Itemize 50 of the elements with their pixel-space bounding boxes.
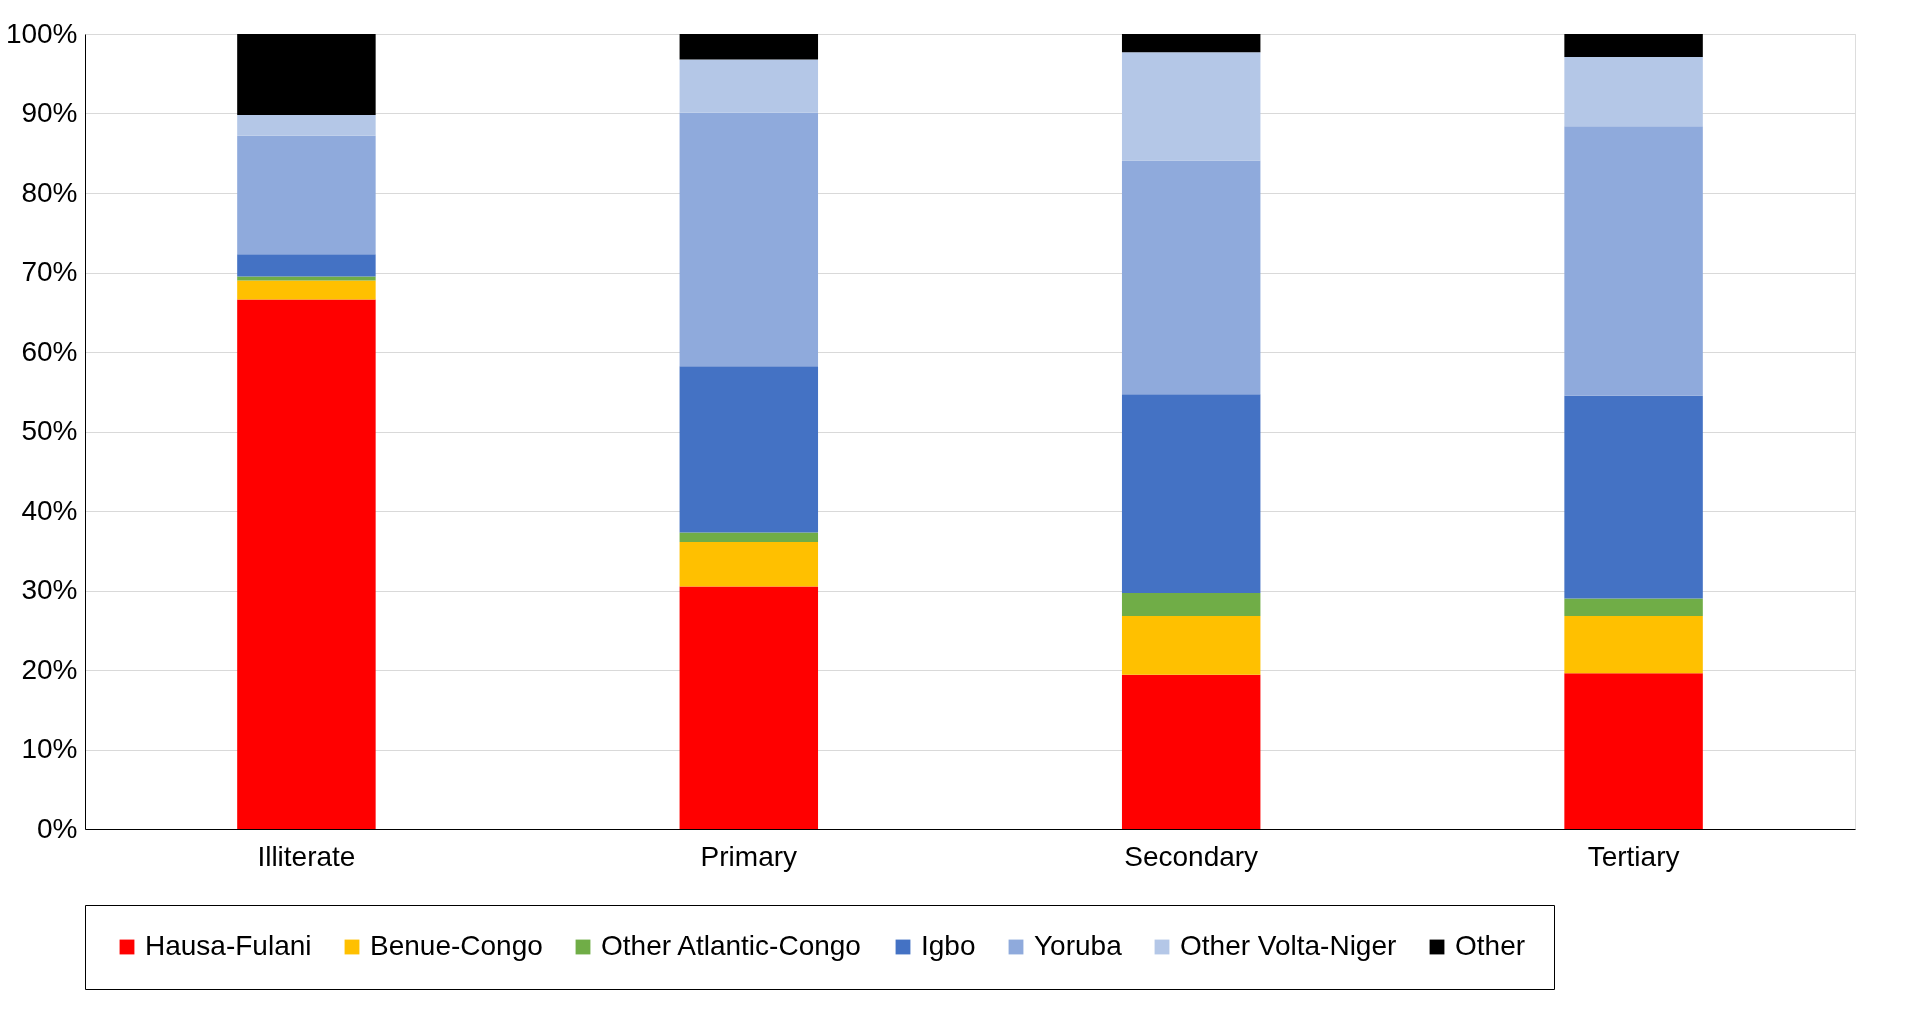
bar (237, 115, 376, 136)
bar (237, 299, 376, 829)
x-tick-label: Secondary (1124, 840, 1259, 872)
y-tick-label: 0% (37, 812, 78, 844)
bar (1564, 126, 1703, 396)
bar (679, 366, 819, 533)
y-tick-label: 70% (21, 256, 78, 287)
legend-label: Igbo (921, 930, 976, 961)
bar (679, 112, 819, 367)
legend-label: Other (1455, 930, 1526, 961)
bar (1121, 674, 1261, 829)
y-tick-label: 10% (21, 733, 78, 764)
bar (1564, 598, 1703, 616)
bar (1121, 615, 1261, 675)
bar (679, 59, 819, 113)
bar (237, 254, 376, 277)
bar (679, 542, 819, 587)
y-tick-label: 80% (21, 176, 78, 208)
legend-label: Other Volta-Niger (1180, 930, 1397, 961)
x-tick-label: Primary (700, 840, 798, 872)
bar (1121, 592, 1261, 616)
bar (237, 276, 376, 281)
x-tick-label: Tertiary (1587, 840, 1680, 872)
bar (1564, 673, 1703, 829)
bar (679, 586, 819, 829)
y-tick-label: 50% (21, 415, 78, 446)
x-tick-label: Illiterate (257, 840, 356, 872)
bar (1564, 34, 1703, 58)
bar (1121, 394, 1261, 593)
bar (1564, 395, 1703, 599)
bar (1121, 160, 1261, 395)
bar (1121, 34, 1261, 53)
y-tick-label: 40% (21, 494, 78, 526)
y-tick-label: 20% (21, 653, 78, 685)
bar (237, 34, 376, 116)
y-tick-label: 60% (21, 335, 78, 367)
bar (237, 135, 376, 255)
legend-label: Other Atlantic-Congo (601, 930, 861, 961)
legend-label: Yoruba (1034, 930, 1123, 961)
legend-label: Benue-Congo (370, 930, 543, 961)
y-tick-label: 100% (5, 17, 78, 49)
bar (1564, 57, 1703, 127)
y-tick-label: 30% (21, 574, 78, 605)
bar (1564, 615, 1703, 674)
y-tick-label: 90% (21, 97, 78, 128)
bar (1121, 52, 1261, 161)
bar (679, 532, 819, 543)
legend-label: Hausa-Fulani (145, 930, 312, 961)
bar (679, 34, 819, 60)
bar (237, 280, 376, 300)
